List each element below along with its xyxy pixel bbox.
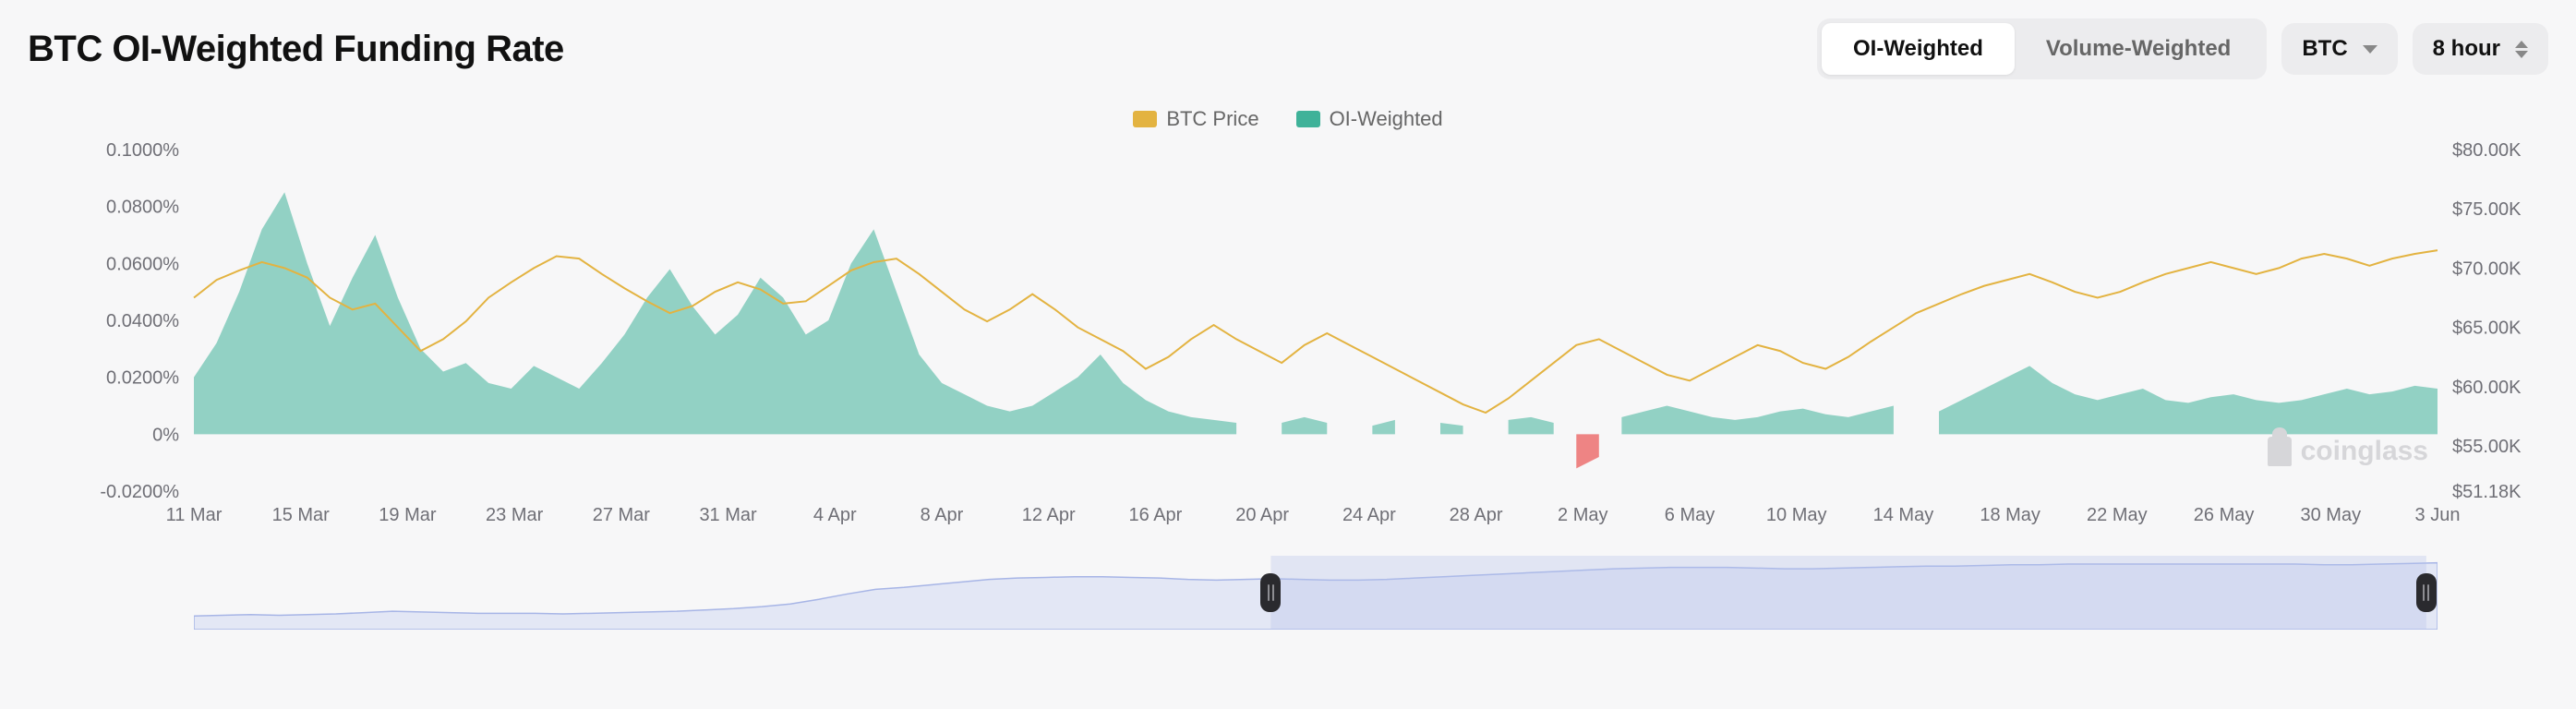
svg-text:22 May: 22 May — [2087, 505, 2148, 525]
svg-text:0.0800%: 0.0800% — [106, 198, 179, 218]
interval-select[interactable]: 8 hour — [2413, 23, 2548, 75]
svg-text:30 May: 30 May — [2300, 505, 2361, 525]
legend: BTC Price OI-Weighted — [28, 107, 2548, 131]
svg-text:14 May: 14 May — [1873, 505, 1934, 525]
svg-text:$75.00K: $75.00K — [2452, 199, 2522, 220]
svg-text:27 Mar: 27 Mar — [593, 505, 651, 525]
svg-text:$51.18K: $51.18K — [2452, 482, 2522, 502]
svg-text:12 Apr: 12 Apr — [1022, 505, 1076, 525]
svg-text:11 Mar: 11 Mar — [166, 505, 223, 525]
brush-handle-right[interactable] — [2416, 573, 2437, 612]
header: BTC OI-Weighted Funding Rate OI-Weighted… — [28, 18, 2548, 79]
svg-text:0%: 0% — [152, 425, 179, 445]
svg-text:0.0200%: 0.0200% — [106, 368, 179, 389]
svg-text:-0.0200%: -0.0200% — [100, 482, 179, 502]
chevron-down-icon — [2363, 45, 2377, 54]
svg-text:2 May: 2 May — [1558, 505, 1607, 525]
svg-text:4 Apr: 4 Apr — [813, 505, 857, 525]
svg-text:19 Mar: 19 Mar — [379, 505, 437, 525]
svg-text:31 Mar: 31 Mar — [699, 505, 757, 525]
svg-text:8 Apr: 8 Apr — [921, 505, 964, 525]
svg-text:$60.00K: $60.00K — [2452, 378, 2522, 398]
legend-swatch-price — [1133, 111, 1157, 127]
weighting-tabs: OI-Weighted Volume-Weighted — [1817, 18, 2267, 79]
up-down-icon — [2515, 41, 2528, 58]
chart-svg: -0.0200% 0% 0.0200% 0.0400% 0.0600% 0.0800% 0.… — [28, 140, 2548, 547]
svg-text:$65.00K: $65.00K — [2452, 318, 2522, 339]
legend-item-price[interactable]: BTC Price — [1133, 107, 1258, 131]
svg-text:28 Apr: 28 Apr — [1450, 505, 1503, 525]
svg-text:15 Mar: 15 Mar — [272, 505, 331, 525]
asset-select-value: BTC — [2302, 36, 2347, 62]
chart-panel: BTC OI-Weighted Funding Rate OI-Weighted… — [0, 0, 2576, 709]
legend-item-oi[interactable]: OI-Weighted — [1296, 107, 1443, 131]
tab-volume-weighted[interactable]: Volume-Weighted — [2015, 23, 2262, 75]
legend-label-oi: OI-Weighted — [1330, 107, 1443, 131]
interval-select-value: 8 hour — [2433, 36, 2500, 62]
svg-text:$70.00K: $70.00K — [2452, 258, 2522, 279]
controls: OI-Weighted Volume-Weighted BTC 8 hour — [1817, 18, 2548, 79]
svg-text:$80.00K: $80.00K — [2452, 140, 2522, 161]
svg-text:0.0400%: 0.0400% — [106, 311, 179, 331]
svg-text:$55.00K: $55.00K — [2452, 437, 2522, 457]
time-range-brush[interactable] — [28, 556, 2548, 630]
svg-text:16 Apr: 16 Apr — [1129, 505, 1183, 525]
legend-label-price: BTC Price — [1166, 107, 1258, 131]
svg-text:0.1000%: 0.1000% — [106, 140, 179, 161]
svg-text:23 Mar: 23 Mar — [486, 505, 544, 525]
main-chart[interactable]: -0.0200% 0% 0.0200% 0.0400% 0.0600% 0.0800% 0.… — [28, 140, 2548, 547]
svg-text:18 May: 18 May — [1980, 505, 2040, 525]
svg-text:24 Apr: 24 Apr — [1342, 505, 1396, 525]
page-title: BTC OI-Weighted Funding Rate — [28, 29, 564, 70]
svg-text:0.0600%: 0.0600% — [106, 254, 179, 274]
svg-text:6 May: 6 May — [1665, 505, 1715, 525]
svg-text:3 Jun: 3 Jun — [2415, 505, 2461, 525]
brush-svg — [194, 556, 2438, 630]
brush-handle-left[interactable] — [1260, 573, 1281, 612]
legend-swatch-oi — [1296, 111, 1320, 127]
svg-text:20 Apr: 20 Apr — [1235, 505, 1289, 525]
tab-oi-weighted[interactable]: OI-Weighted — [1822, 23, 2015, 75]
svg-text:26 May: 26 May — [2194, 505, 2255, 525]
svg-text:10 May: 10 May — [1766, 505, 1827, 525]
asset-select[interactable]: BTC — [2281, 23, 2397, 75]
